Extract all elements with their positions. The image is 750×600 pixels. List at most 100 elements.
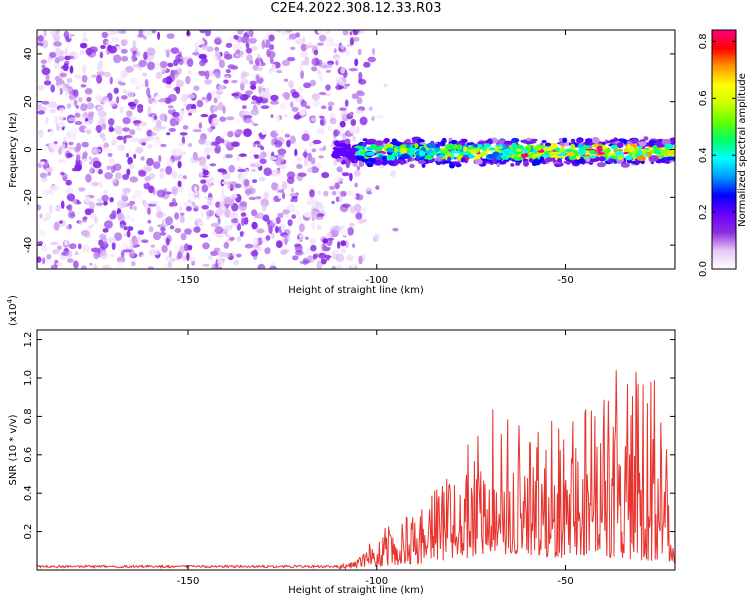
noise-blob — [275, 225, 279, 234]
noise-blob — [110, 164, 116, 174]
noise-blob — [224, 154, 233, 159]
noise-blob — [94, 216, 98, 225]
noise-blob — [352, 243, 356, 248]
noise-blob — [147, 106, 152, 115]
noise-blob — [213, 263, 219, 269]
noise-blob — [64, 239, 69, 246]
noise-blob — [315, 201, 323, 209]
noise-blob — [107, 236, 116, 244]
signal-blob — [379, 154, 383, 159]
signal-blob — [549, 151, 553, 156]
noise-blob — [74, 53, 83, 57]
signal-blob — [540, 142, 544, 146]
signal-blob — [523, 153, 529, 158]
noise-blob — [101, 123, 107, 130]
noise-blob — [329, 42, 339, 47]
snr-y-scale-suffix: ) — [8, 295, 19, 299]
noise-blob — [256, 228, 265, 234]
noise-blob — [45, 116, 49, 124]
signal-blob — [418, 141, 426, 145]
noise-blob — [302, 257, 308, 266]
noise-blob — [290, 187, 294, 193]
noise-blob — [290, 198, 294, 202]
noise-blob — [275, 240, 283, 249]
noise-blob — [65, 205, 71, 210]
noise-blob — [133, 189, 142, 198]
signal-blob — [608, 158, 613, 164]
noise-blob — [164, 97, 172, 104]
signal-blob — [661, 157, 666, 163]
noise-blob — [235, 183, 242, 189]
noise-blob — [198, 156, 207, 165]
signal-blob — [495, 144, 503, 147]
noise-blob — [371, 47, 376, 56]
noise-blob — [66, 152, 73, 158]
noise-blob — [141, 142, 147, 146]
noise-blob — [349, 222, 355, 227]
noise-blob — [349, 172, 353, 182]
noise-blob — [335, 60, 339, 66]
noise-blob — [73, 89, 79, 98]
signal-blob — [523, 160, 529, 167]
noise-blob — [122, 117, 131, 125]
signal-blob — [541, 140, 547, 144]
noise-blob — [219, 116, 227, 122]
noise-blob — [221, 181, 229, 185]
noise-blob — [187, 244, 193, 251]
noise-blob — [107, 118, 115, 126]
noise-blob — [310, 157, 316, 165]
noise-blob — [135, 146, 144, 154]
noise-blob — [326, 36, 334, 44]
noise-blob — [48, 204, 53, 214]
noise-blob — [140, 156, 145, 161]
signal-blob — [353, 159, 358, 162]
noise-blob — [161, 244, 168, 253]
colorbar-tick-label: 0.0 — [698, 261, 709, 277]
spectrogram-heatmap — [37, 30, 675, 269]
noise-blob — [254, 140, 261, 145]
x-tick-label: -150 — [177, 275, 200, 286]
signal-blob — [416, 138, 425, 143]
noise-blob — [199, 233, 209, 238]
noise-blob — [187, 142, 193, 148]
noise-blob — [374, 232, 380, 242]
signal-blob — [576, 155, 581, 161]
y-tick-label: 1.0 — [23, 370, 34, 386]
noise-blob — [150, 132, 157, 137]
noise-blob — [152, 187, 156, 196]
noise-blob — [245, 42, 250, 49]
noise-blob — [41, 189, 50, 196]
noise-blob — [51, 184, 61, 192]
signal-blob — [477, 141, 485, 145]
x-tick-label: -100 — [365, 275, 388, 286]
noise-blob — [321, 172, 330, 179]
noise-blob — [78, 220, 83, 226]
signal-blob — [456, 144, 463, 151]
noise-blob — [289, 101, 294, 108]
colorbar-gradient — [712, 30, 736, 269]
noise-blob — [209, 61, 216, 71]
noise-blob — [236, 154, 240, 162]
noise-blob — [268, 67, 276, 72]
noise-blob — [170, 258, 176, 262]
noise-blob — [87, 225, 94, 229]
noise-blob — [78, 243, 82, 250]
noise-blob — [206, 154, 211, 160]
noise-blob — [250, 101, 259, 105]
noise-blob — [182, 175, 187, 180]
signal-blob — [501, 156, 507, 160]
noise-blob — [359, 116, 368, 126]
noise-blob — [37, 42, 44, 46]
noise-blob — [209, 163, 217, 167]
y-tick-label: 0.6 — [23, 447, 34, 463]
noise-blob — [148, 97, 153, 105]
noise-blob — [123, 89, 127, 94]
noise-blob — [239, 231, 244, 237]
noise-blob — [162, 212, 167, 217]
noise-blob — [303, 212, 312, 218]
noise-blob — [119, 224, 125, 229]
noise-blob — [371, 115, 376, 120]
noise-blob — [43, 80, 52, 86]
noise-blob — [150, 134, 154, 142]
noise-blob — [49, 108, 57, 114]
